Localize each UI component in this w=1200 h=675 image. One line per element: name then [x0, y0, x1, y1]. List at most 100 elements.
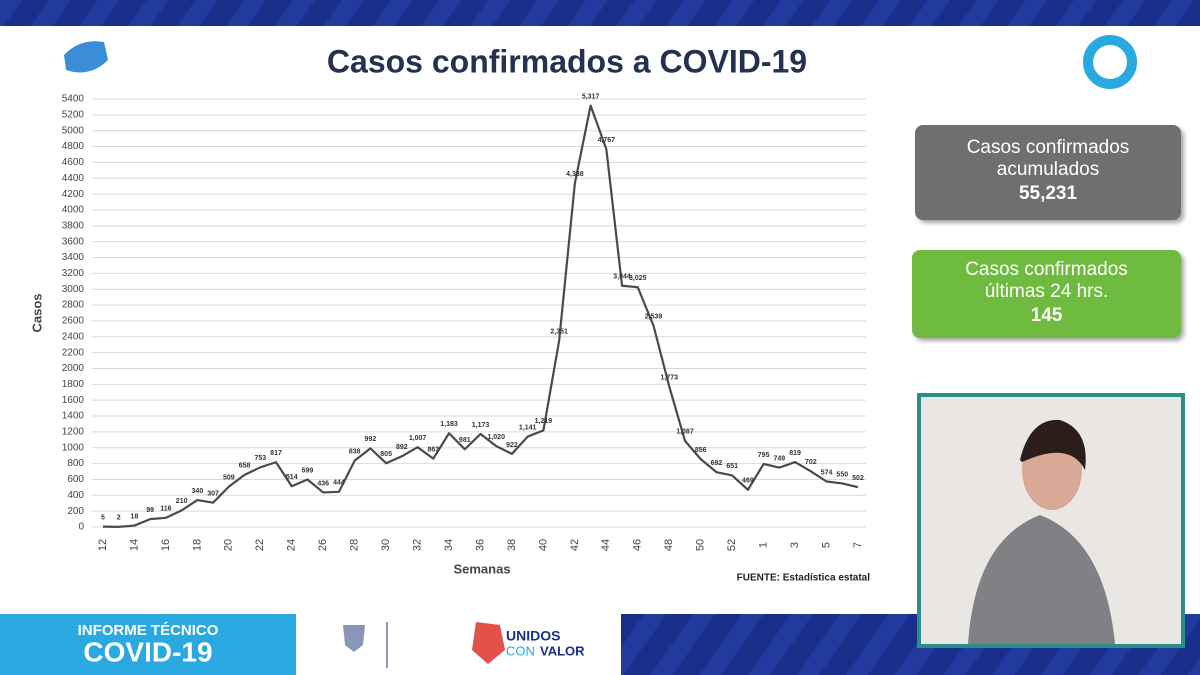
data-label: 574 [821, 469, 833, 476]
banner-line1: INFORME TÉCNICO [78, 622, 219, 639]
data-label: 3,044 [613, 274, 631, 281]
brand-text: VALOR [540, 643, 585, 658]
brand-text: UNIDOS [506, 628, 560, 644]
data-label: 1,087 [676, 429, 694, 436]
x-tick-label: 42 [569, 539, 581, 551]
data-label: 4,767 [598, 137, 616, 144]
x-tick-label: 18 [191, 539, 203, 551]
source-note: FUENTE: Estadística estatal [737, 573, 871, 584]
y-tick-label: 5000 [62, 125, 85, 136]
x-tick-label: 48 [663, 539, 675, 551]
stat-box: Casos confirmados acumulados 55,231 [915, 125, 1181, 220]
y-tick-label: 1000 [62, 442, 85, 453]
x-tick-label: 30 [380, 539, 392, 551]
data-label: 922 [506, 442, 518, 449]
chart-title: Casos confirmados a COVID-19 [327, 43, 807, 79]
stat-value: 55,231 [1018, 183, 1078, 204]
x-tick-label: 32 [411, 539, 423, 551]
y-tick-label: 200 [67, 506, 84, 517]
data-label: 5,317 [582, 93, 600, 100]
x-tick-label: 7 [852, 542, 864, 548]
data-label: 817 [270, 450, 282, 457]
x-tick-label: 28 [349, 539, 361, 551]
data-label: 514 [286, 474, 298, 481]
stat-value: 145 [1030, 305, 1063, 326]
data-label: 4,338 [566, 171, 584, 178]
y-tick-label: 5400 [62, 94, 85, 105]
data-label: 1,183 [440, 421, 458, 428]
y-tick-label: 5200 [62, 109, 85, 120]
x-tick-label: 16 [160, 539, 172, 551]
twitter-icon [64, 41, 108, 73]
y-tick-label: 1400 [62, 411, 85, 422]
data-label: 2,539 [645, 314, 663, 321]
y-tick-label: 2600 [62, 316, 85, 327]
y-tick-label: 4200 [62, 189, 85, 200]
data-label: 805 [380, 451, 392, 458]
data-label: 992 [365, 436, 377, 443]
data-line [102, 104, 859, 528]
y-tick-label: 0 [78, 522, 84, 533]
stat-box: Casos confirmados últimas 24 hrs. 145 [912, 250, 1181, 338]
y-tick-label: 4000 [62, 205, 85, 216]
data-label: 863 [427, 446, 439, 453]
data-label: 307 [207, 491, 219, 498]
data-label: 210 [176, 498, 188, 505]
channel-logo [1083, 35, 1137, 89]
data-label: 658 [239, 463, 251, 470]
data-label: 1,219 [535, 418, 553, 425]
x-tick-label: 5 [820, 542, 832, 548]
y-tick-label: 1800 [62, 379, 85, 390]
data-label: 502 [852, 475, 864, 482]
brand-text: CON [506, 643, 535, 658]
data-label: 436 [317, 480, 329, 487]
data-label: 819 [789, 450, 801, 457]
data-label: 1,173 [472, 422, 490, 429]
x-tick-label: 36 [474, 539, 486, 551]
data-label: 99 [146, 507, 154, 514]
y-tick-label: 2400 [62, 331, 85, 342]
x-tick-label: 46 [632, 539, 644, 551]
y-tick-label: 3800 [62, 220, 85, 231]
x-tick-label: 1 [758, 542, 770, 548]
data-label: 18 [131, 513, 139, 520]
state-logo [343, 625, 365, 652]
y-tick-label: 3400 [62, 252, 85, 263]
x-axis-label: Semanas [453, 561, 510, 576]
y-tick-label: 2200 [62, 347, 85, 358]
x-tick-label: 40 [537, 539, 549, 551]
x-tick-label: 34 [443, 539, 455, 551]
y-tick-label: 600 [67, 474, 84, 485]
y-tick-label: 2000 [62, 363, 85, 374]
y-tick-label: 400 [67, 490, 84, 501]
presenter [968, 515, 1115, 644]
data-label: 838 [349, 448, 361, 455]
y-tick-label: 800 [67, 458, 84, 469]
data-label: 3,025 [629, 275, 647, 282]
data-label: 599 [302, 467, 314, 474]
x-tick-label: 3 [789, 542, 801, 548]
banner-line2: COVID-19 [83, 636, 212, 667]
data-label: 749 [774, 455, 786, 462]
x-tick-label: 44 [600, 539, 612, 551]
data-label: 1,020 [487, 434, 505, 441]
y-tick-label: 3200 [62, 268, 85, 279]
data-label: 116 [160, 506, 171, 513]
y-tick-label: 4600 [62, 157, 85, 168]
x-tick-label: 38 [506, 539, 518, 551]
y-tick-label: 4400 [62, 173, 85, 184]
data-label: 702 [805, 459, 817, 466]
x-tick-label: 26 [317, 539, 329, 551]
data-label: 444 [333, 480, 345, 487]
y-tick-label: 4800 [62, 141, 85, 152]
presenter [1020, 419, 1086, 470]
data-label: 5 [101, 514, 105, 521]
data-label: 753 [254, 455, 266, 462]
x-tick-label: 24 [286, 539, 298, 551]
stat-label: Casos confirmados acumulados [966, 137, 1130, 180]
data-label: 1,007 [409, 435, 427, 442]
y-tick-label: 3600 [62, 236, 85, 247]
top-stripe [0, 0, 1200, 26]
banner-left [0, 614, 296, 675]
x-tick-label: 52 [726, 539, 738, 551]
